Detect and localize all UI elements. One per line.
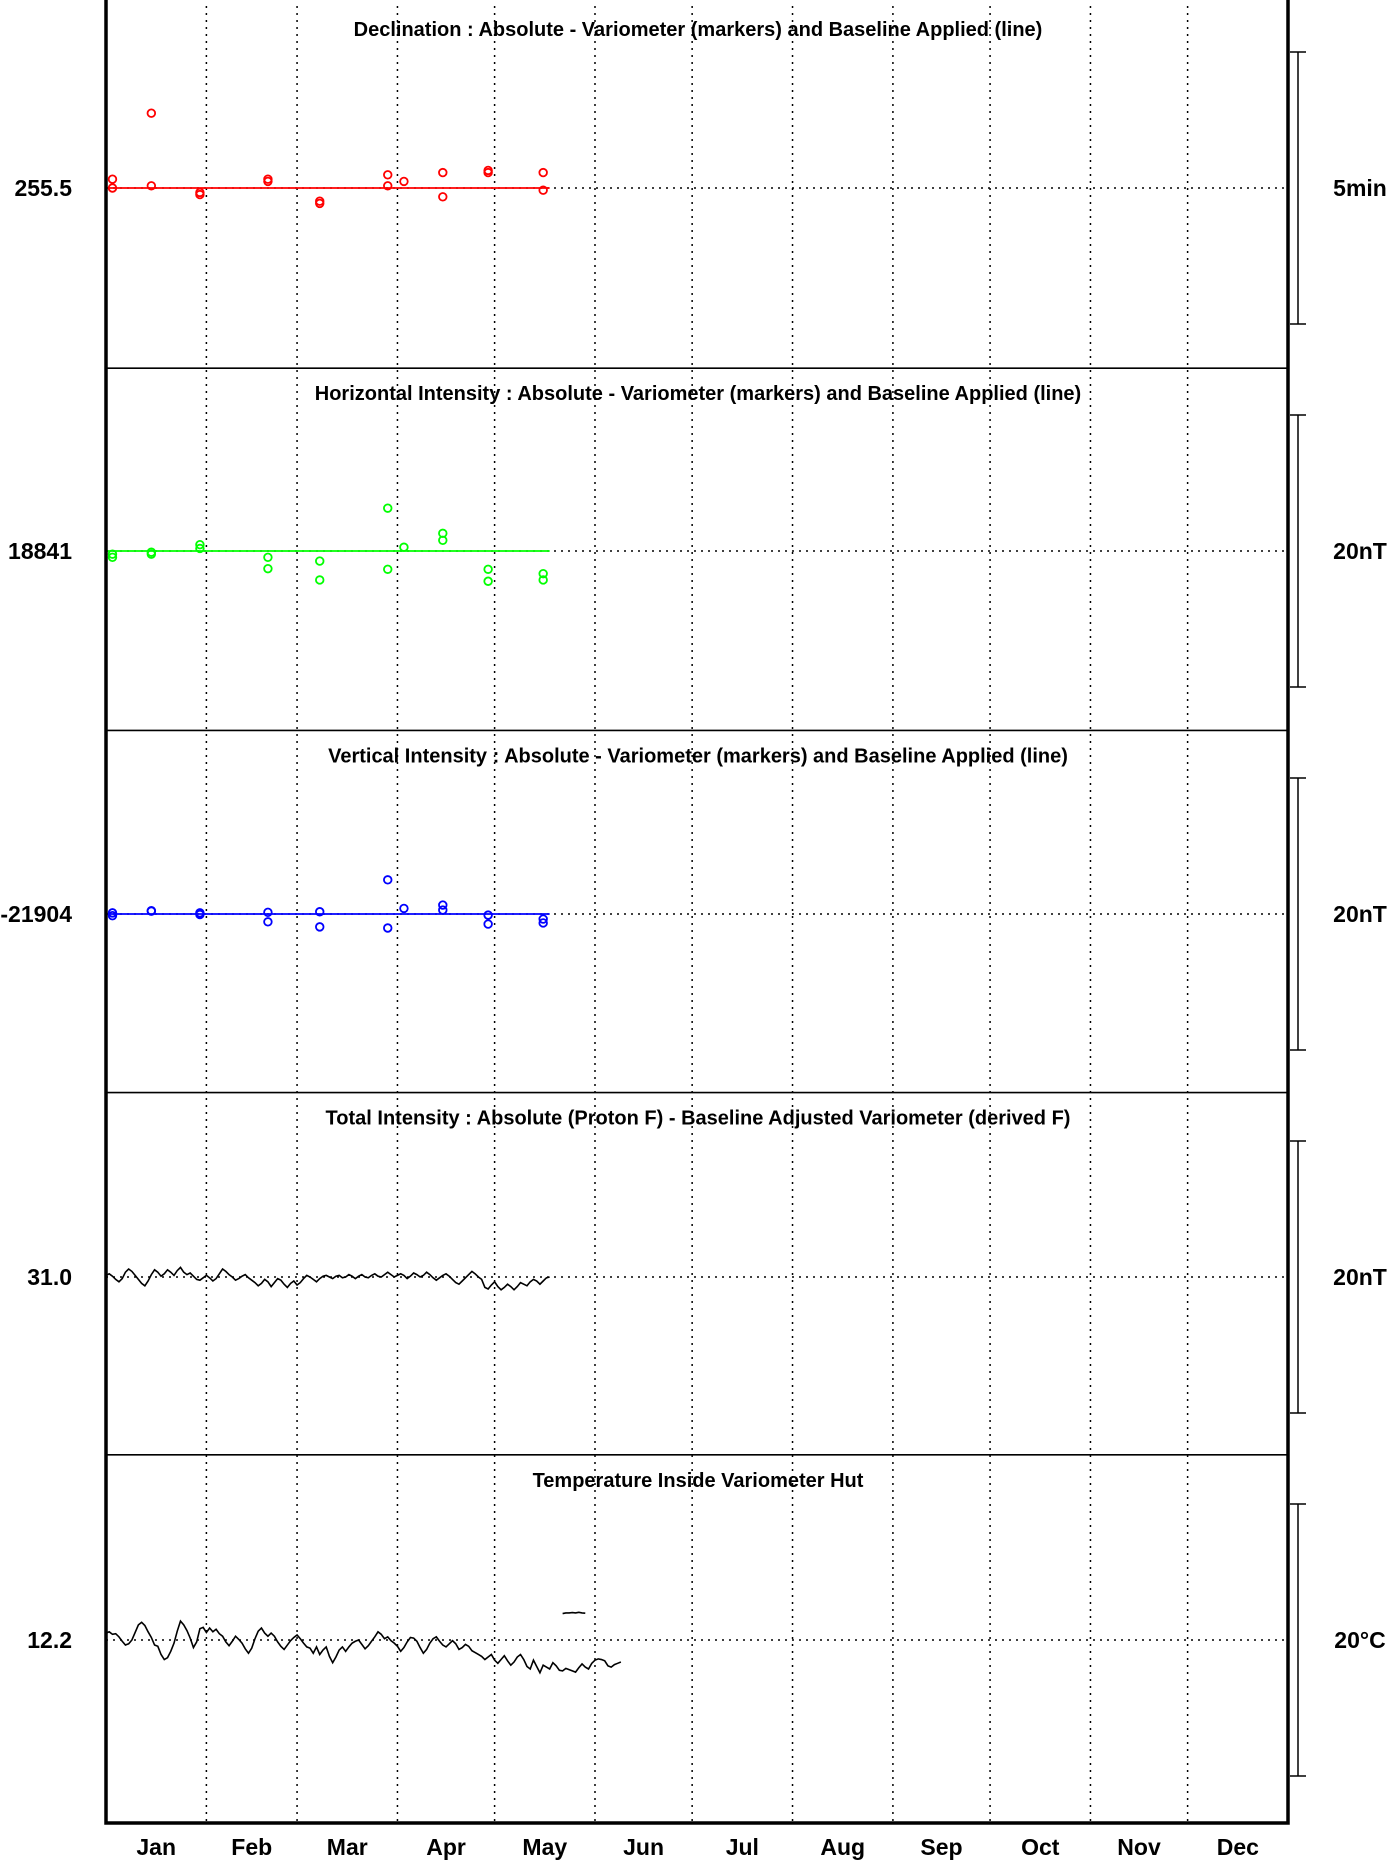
month-label-jun: Jun bbox=[623, 1834, 664, 1860]
panel-title: Total Intensity : Absolute (Proton F) - … bbox=[326, 1108, 1071, 1130]
measurement-marker bbox=[107, 552, 118, 562]
month-label-jul: Jul bbox=[726, 1834, 759, 1860]
measurement-marker bbox=[315, 198, 325, 209]
measurement-marker bbox=[438, 167, 448, 178]
panel-vertical: Vertical Intensity : Absolute - Variomet… bbox=[0, 745, 1387, 1051]
scale-label: 5min bbox=[1333, 175, 1387, 201]
measurement-marker bbox=[107, 183, 118, 193]
measurement-marker bbox=[483, 167, 493, 178]
measurement-marker bbox=[438, 192, 448, 202]
panel-plot-area bbox=[106, 108, 550, 209]
scale-label: 20°C bbox=[1334, 1627, 1385, 1653]
panel-title: Temperature Inside Variometer Hut bbox=[533, 1470, 864, 1492]
month-label-feb: Feb bbox=[231, 1834, 272, 1860]
measurement-marker bbox=[438, 905, 448, 915]
measurement-marker bbox=[315, 556, 325, 566]
measurement-marker bbox=[195, 540, 205, 550]
measurement-marker bbox=[315, 907, 325, 917]
measurement-marker bbox=[538, 914, 548, 924]
panel-temperature: Temperature Inside Variometer Hut 12.2 20°… bbox=[27, 1470, 1386, 1777]
plot-frame bbox=[104, 0, 1290, 1825]
month-label-jan: Jan bbox=[136, 1834, 176, 1860]
panel-title: Horizontal Intensity : Absolute - Variom… bbox=[315, 383, 1081, 405]
month-label-may: May bbox=[522, 1834, 567, 1860]
scale-label: 20nT bbox=[1333, 1264, 1387, 1290]
measurement-marker bbox=[399, 176, 409, 187]
measurement-marker bbox=[315, 922, 325, 932]
measurement-marker bbox=[195, 543, 205, 554]
measurement-marker bbox=[483, 910, 493, 920]
measurement-marker bbox=[263, 552, 273, 562]
panel-title: Vertical Intensity : Absolute - Variomet… bbox=[328, 745, 1068, 767]
outer-frame bbox=[104, 0, 1290, 1825]
panel-total: Total Intensity : Absolute (Proton F) - … bbox=[27, 1108, 1387, 1414]
measurement-marker bbox=[383, 181, 393, 191]
measurement-marker bbox=[195, 909, 205, 920]
measurement-marker bbox=[538, 568, 548, 579]
measurement-marker bbox=[107, 908, 118, 918]
baseline-value-label: 18841 bbox=[8, 538, 72, 564]
measurement-marker bbox=[315, 575, 325, 585]
measurement-marker bbox=[383, 923, 393, 933]
month-axis-labels: Jan Feb Mar Apr May Jun Jul Aug Sep Oct Nov Dec bbox=[136, 1834, 1259, 1860]
measurement-marker bbox=[483, 564, 493, 574]
measurement-marker bbox=[538, 575, 548, 585]
baseline-value-label: 255.5 bbox=[14, 175, 72, 201]
panel-plot-area bbox=[106, 1611, 622, 1675]
measurement-marker bbox=[383, 875, 393, 885]
measurement-marker bbox=[107, 910, 118, 921]
measurement-marker bbox=[263, 563, 273, 574]
measurement-marker bbox=[483, 576, 493, 586]
measurement-marker bbox=[263, 176, 273, 187]
measurement-marker bbox=[263, 907, 273, 918]
measurement-marker bbox=[383, 503, 393, 513]
series-line bbox=[106, 1619, 622, 1675]
measurement-marker bbox=[438, 900, 448, 910]
panel-declination: Declination : Absolute - Variometer (mar… bbox=[14, 19, 1387, 325]
month-label-nov: Nov bbox=[1117, 1834, 1161, 1860]
month-label-oct: Oct bbox=[1021, 1834, 1060, 1860]
scale-label: 20nT bbox=[1333, 901, 1387, 927]
month-label-sep: Sep bbox=[920, 1834, 962, 1860]
measurement-marker bbox=[383, 564, 393, 574]
panel-plot-area bbox=[106, 503, 550, 586]
measurement-marker bbox=[438, 535, 448, 545]
measurement-marker bbox=[538, 167, 548, 178]
scale-label: 20nT bbox=[1333, 538, 1387, 564]
panel-plot-area bbox=[106, 1266, 550, 1291]
panel-plot-area bbox=[106, 875, 550, 933]
measurement-marker bbox=[399, 542, 409, 552]
baseline-value-label: 12.2 bbox=[27, 1627, 72, 1653]
measurement-marker bbox=[263, 917, 273, 927]
measurement-marker bbox=[399, 903, 409, 914]
baseline-value-label: -21904 bbox=[0, 901, 72, 927]
measurement-marker bbox=[146, 181, 157, 191]
measurement-marker bbox=[195, 189, 205, 200]
baseline-value-label: 31.0 bbox=[27, 1264, 72, 1290]
month-label-apr: Apr bbox=[426, 1834, 466, 1860]
measurement-marker bbox=[383, 170, 393, 180]
measurement-marker bbox=[146, 906, 157, 916]
panel-horizontal: Horizontal Intensity : Absolute - Variom… bbox=[8, 383, 1387, 688]
measurement-marker bbox=[146, 547, 157, 557]
measurement-marker bbox=[146, 108, 157, 118]
month-gridlines bbox=[205, 6, 1189, 1823]
month-label-dec: Dec bbox=[1217, 1834, 1259, 1860]
measurement-marker bbox=[538, 918, 548, 928]
series-line-segment bbox=[562, 1611, 586, 1615]
measurement-marker bbox=[107, 174, 118, 184]
panel-layer: Declination : Absolute - Variometer (mar… bbox=[0, 19, 1387, 1777]
series-line bbox=[106, 1266, 550, 1291]
month-label-aug: Aug bbox=[820, 1834, 865, 1860]
month-label-mar: Mar bbox=[327, 1834, 368, 1860]
panel-title: Declination : Absolute - Variometer (mar… bbox=[354, 19, 1043, 41]
measurement-marker bbox=[107, 549, 118, 559]
measurement-marker bbox=[483, 919, 493, 929]
measurement-marker bbox=[538, 185, 548, 195]
